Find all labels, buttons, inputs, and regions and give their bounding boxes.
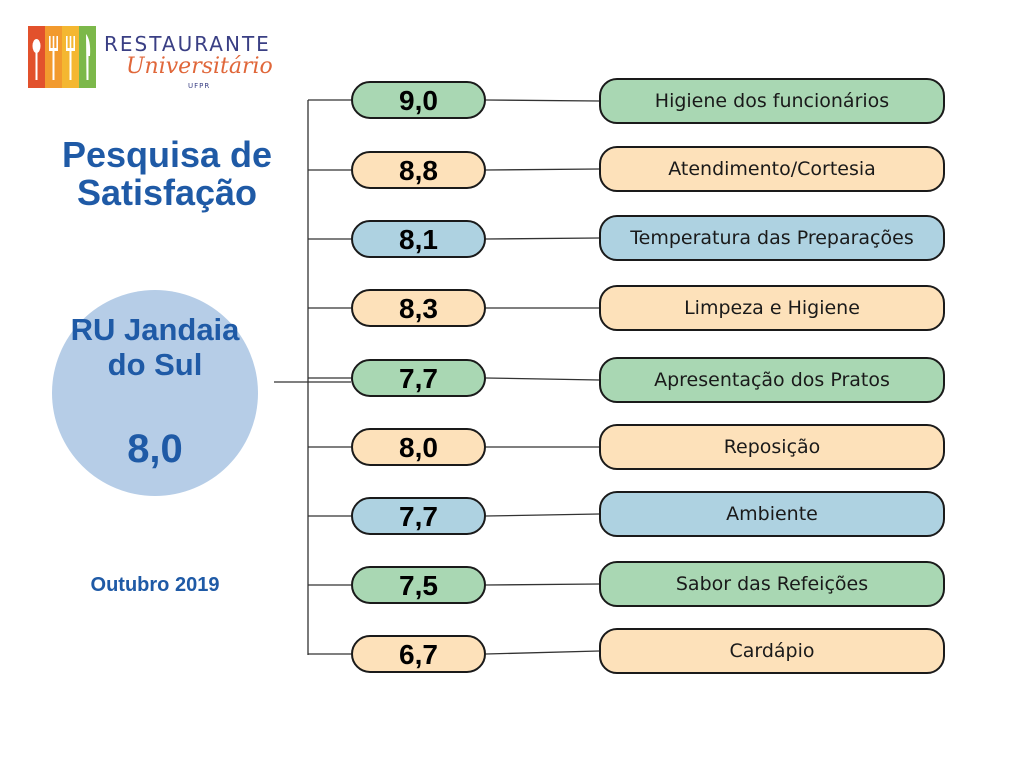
logo-text-universitario: Universitário — [126, 54, 273, 79]
cutlery-logo-icon — [28, 26, 96, 88]
survey-title: Pesquisa de Satisfação — [61, 134, 273, 213]
logo-text-restaurante: RESTAURANTE — [104, 32, 271, 56]
unit-overall-score: 8,0 — [127, 427, 183, 471]
row-connector-line — [485, 99, 600, 102]
criterion-label-pill: Apresentação dos Pratos — [599, 357, 945, 403]
score-pill: 8,0 — [351, 428, 486, 466]
criterion-label-pill: Limpeza e Higiene — [599, 285, 945, 331]
criterion-label-pill: Reposição — [599, 424, 945, 470]
criterion-label-pill: Cardápio — [599, 628, 945, 674]
unit-name: RU Jandaia do Sul — [70, 312, 240, 382]
score-pill: 7,5 — [351, 566, 486, 604]
survey-date: Outubro 2019 — [90, 574, 220, 596]
score-pill: 8,3 — [351, 289, 486, 327]
score-pill: 8,8 — [351, 151, 486, 189]
row-connector-line — [485, 583, 600, 586]
logo-text-ufpr: UFPR — [188, 82, 211, 90]
score-pill: 7,7 — [351, 497, 486, 535]
row-connector-line — [485, 168, 600, 171]
criterion-label-pill: Ambiente — [599, 491, 945, 537]
criterion-label-pill: Higiene dos funcionários — [599, 78, 945, 124]
score-pill: 7,7 — [351, 359, 486, 397]
row-connector-line — [485, 377, 600, 381]
score-pill: 8,1 — [351, 220, 486, 258]
row-connector-line — [485, 513, 600, 517]
score-pill: 6,7 — [351, 635, 486, 673]
criterion-label-pill: Atendimento/Cortesia — [599, 146, 945, 192]
unit-score-circle: RU Jandaia do Sul 8,0 — [52, 290, 258, 496]
score-pill: 9,0 — [351, 81, 486, 119]
criterion-label-pill: Temperatura das Preparações — [599, 215, 945, 261]
row-connector-line — [485, 650, 600, 655]
row-connector-line — [485, 237, 600, 240]
restaurant-logo: RESTAURANTE Universitário UFPR — [28, 26, 290, 92]
criterion-label-pill: Sabor das Refeições — [599, 561, 945, 607]
